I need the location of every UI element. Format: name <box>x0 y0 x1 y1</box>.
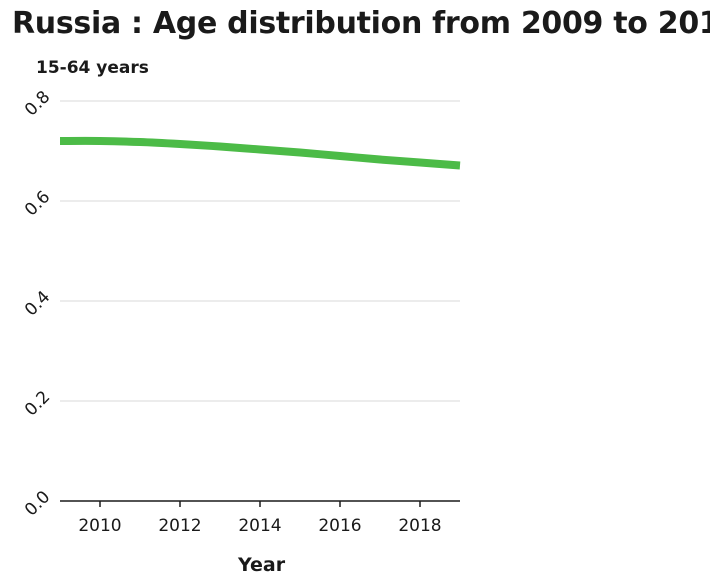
y-tick-label: 0.8 <box>21 87 54 120</box>
axes <box>60 500 460 507</box>
x-tick-label: 2016 <box>318 516 361 536</box>
x-tick-label: 2012 <box>158 516 201 536</box>
y-tick-label: 0.6 <box>21 187 54 220</box>
tick-labels: 0.0 0.2 0.4 0.6 0.8 2010 2012 2014 2016 2018 <box>21 87 442 536</box>
x-tick-label: 2018 <box>398 516 441 536</box>
y-tick-label: 0.0 <box>21 487 54 520</box>
chart-title: Russia : Age distribution from 2009 to 2… <box>12 6 710 41</box>
y-axis-label: 15-64 years <box>36 58 149 78</box>
x-axis-label: Year <box>238 554 286 576</box>
x-tick-label: 2010 <box>78 516 121 536</box>
y-tick-label: 0.4 <box>21 287 54 320</box>
x-tick-label: 2014 <box>238 516 281 536</box>
y-tick-label: 0.2 <box>21 387 54 420</box>
series-layer <box>59 136 461 170</box>
gridlines <box>60 100 460 402</box>
series-line-0 <box>59 136 461 170</box>
